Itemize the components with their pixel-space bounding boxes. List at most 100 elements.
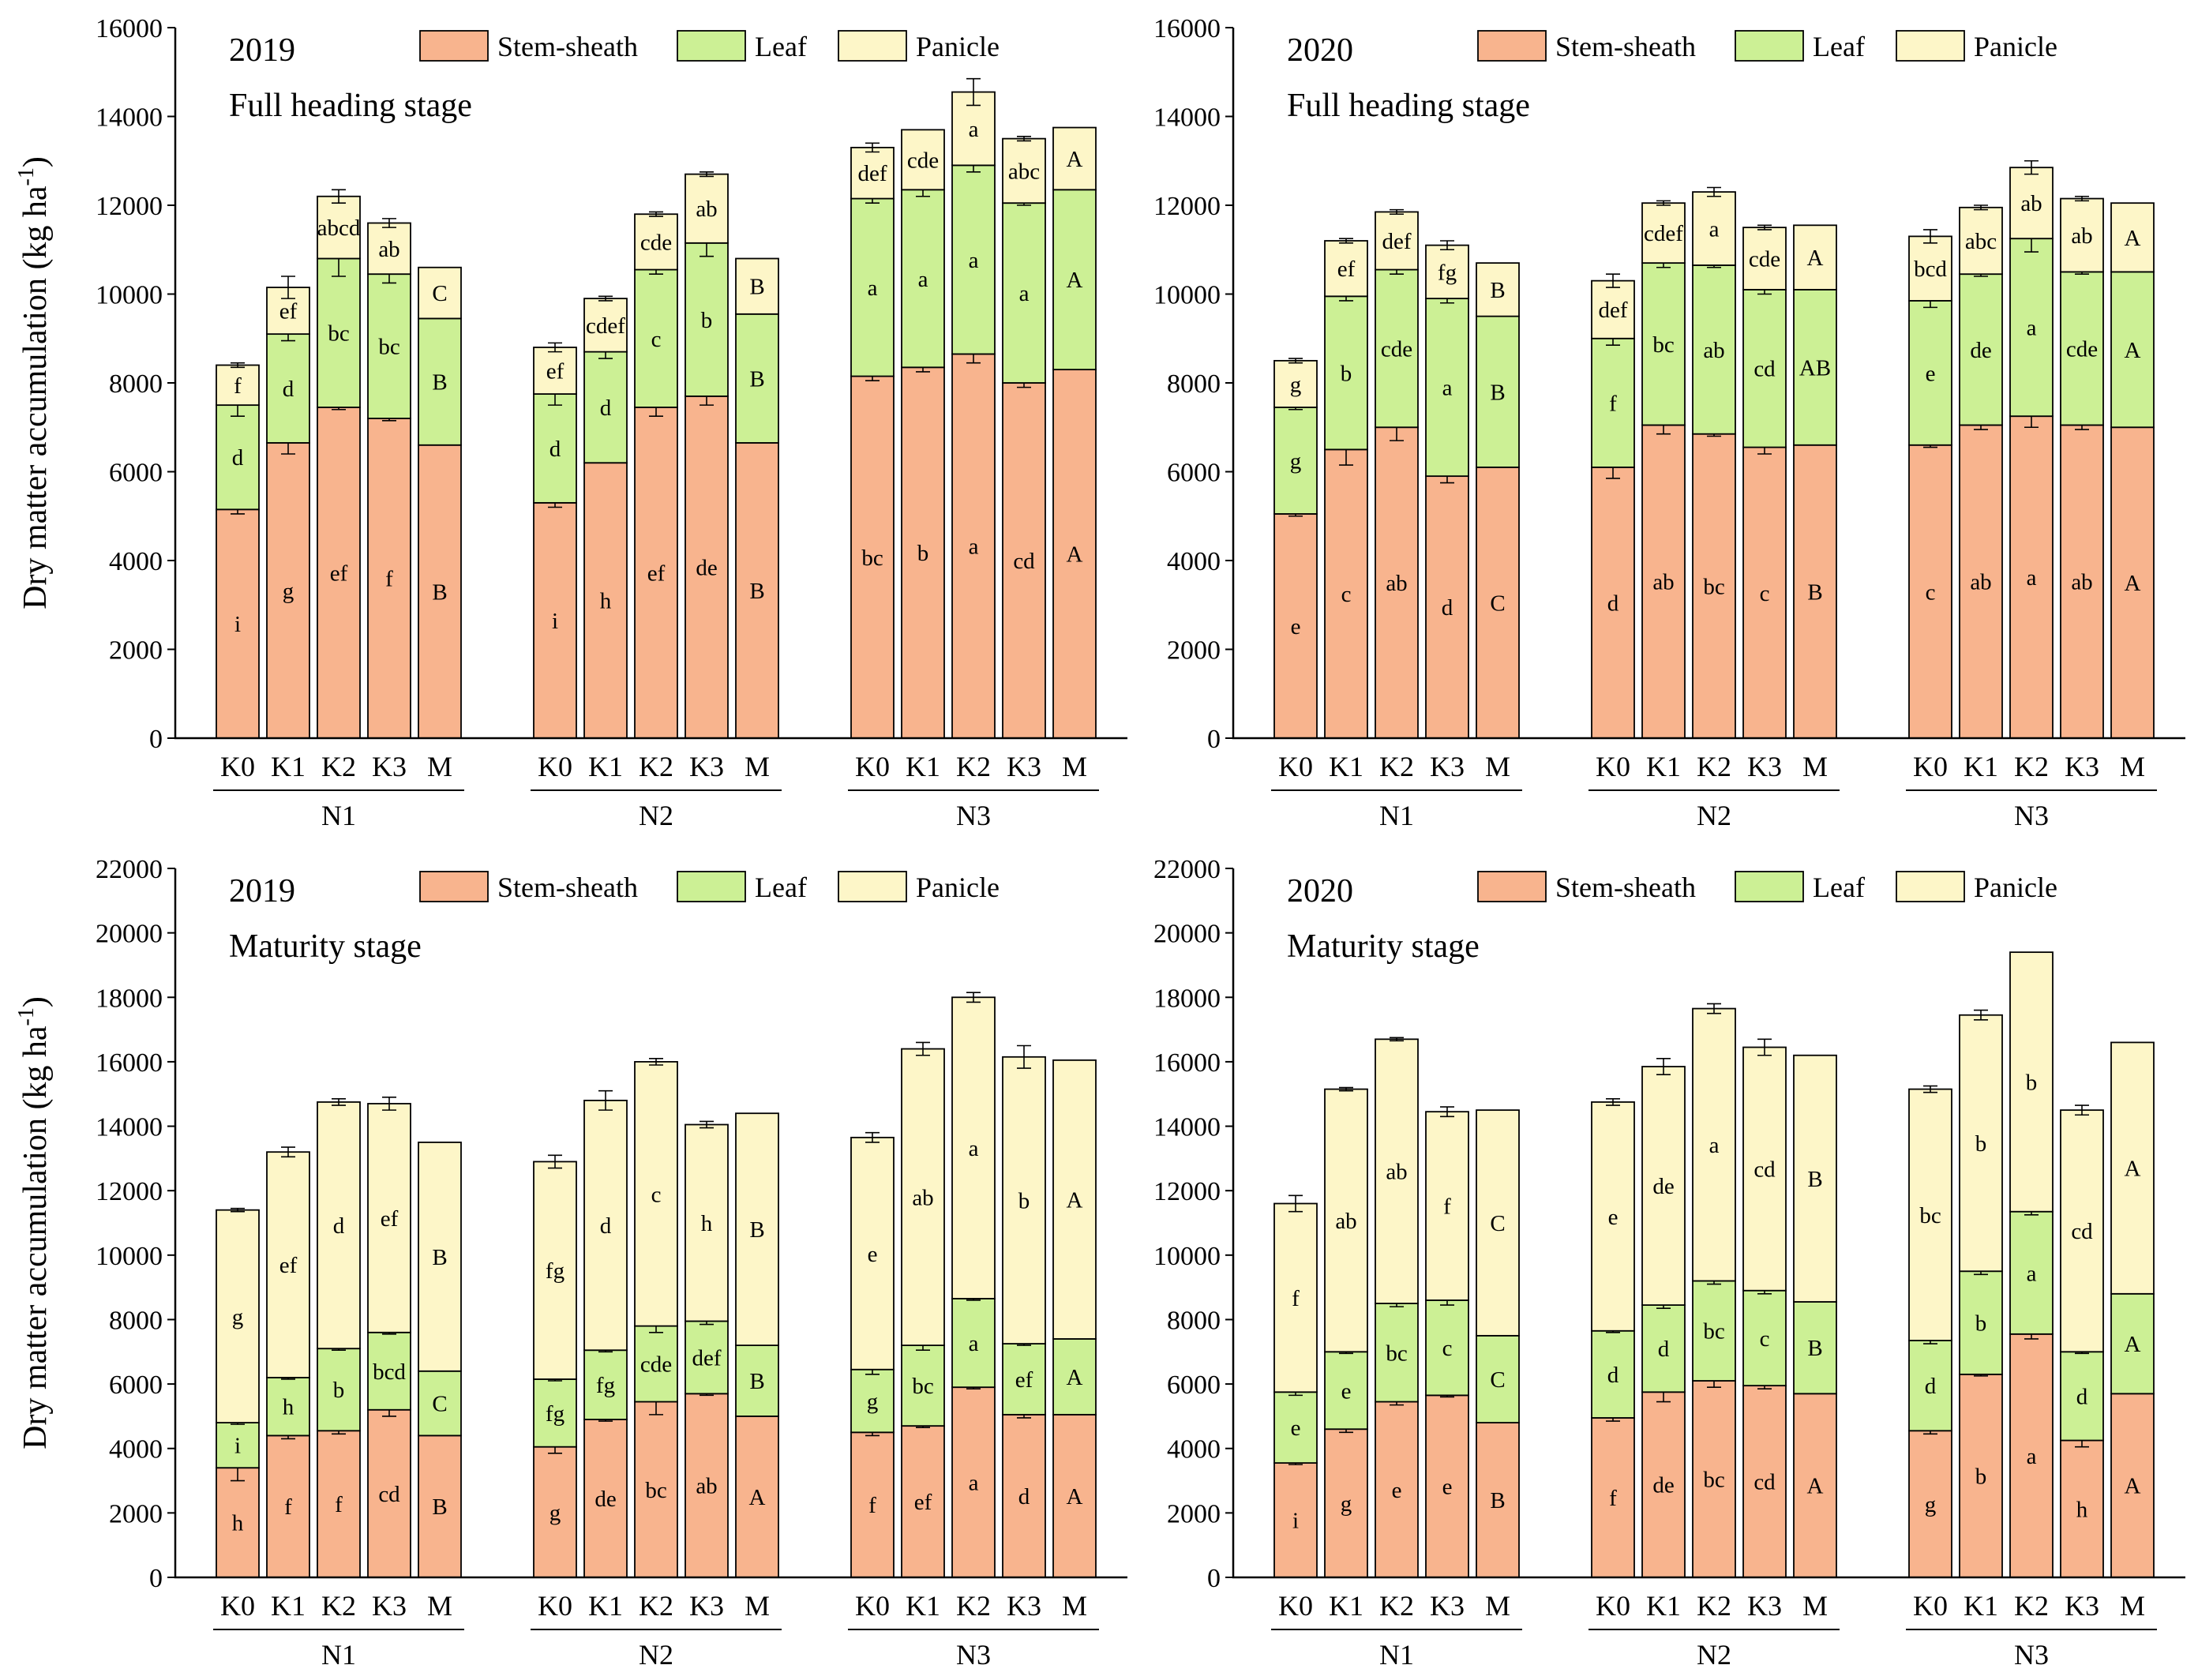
significance-label: a (969, 1136, 979, 1161)
group-label: N3 (2014, 800, 2049, 831)
significance-label: ab (2020, 191, 2042, 216)
significance-label: cd (1754, 1470, 1776, 1495)
year-label: 2020 (1287, 873, 1353, 909)
x-tick-label: K2 (956, 1590, 991, 1622)
significance-label: f (1609, 391, 1617, 416)
x-tick-label: K2 (956, 751, 991, 782)
x-tick-label: M (745, 1590, 770, 1622)
group-label: N3 (956, 800, 991, 831)
bar-panicle-n3-m (1052, 1059, 1097, 1340)
significance-label: cde (1749, 247, 1780, 272)
bar-leaf-n2-k3 (685, 1320, 729, 1395)
legend-swatch-panicle (838, 871, 907, 902)
significance-label: B (432, 1245, 447, 1270)
year-label: 2019 (229, 32, 295, 69)
y-tick-label: 12000 (1153, 1177, 1221, 1206)
bar-panicle-n3-m (1052, 126, 1097, 191)
bar-stem-sheath-n3-k0 (1908, 1430, 1952, 1578)
bar-leaf-n3-k3 (1002, 202, 1046, 384)
x-tick-label: K1 (1329, 1590, 1363, 1622)
y-tick-label: 22000 (1153, 855, 1221, 884)
significance-label: bc (1919, 1203, 1941, 1228)
bar-leaf-n1-k2 (317, 1348, 361, 1432)
bar-leaf-n3-k0 (850, 197, 895, 377)
significance-label: B (749, 1369, 764, 1394)
bar-leaf-n3-m (1052, 189, 1097, 371)
significance-label: a (868, 276, 878, 301)
significance-label: ab (912, 1185, 933, 1210)
significance-label: g (1290, 448, 1302, 474)
legend-swatch-stem-sheath (419, 30, 489, 62)
x-tick-label: K0 (220, 1590, 255, 1622)
bar-leaf-n1-k3 (1425, 1299, 1469, 1397)
legend-swatch-leaf (677, 871, 746, 902)
bar-panicle-n3-k1 (901, 129, 945, 191)
group-label: N3 (2014, 1639, 2049, 1671)
significance-label: b (1975, 1464, 1987, 1489)
significance-label: A (2125, 1332, 2141, 1357)
bar-panicle-n2-k1 (1641, 1066, 1686, 1306)
x-tick-label: K3 (689, 1590, 724, 1622)
x-tick-label: K1 (271, 1590, 306, 1622)
significance-label: h (232, 1511, 244, 1536)
x-tick-label: K3 (1747, 1590, 1782, 1622)
bar-leaf-n1-k3 (1425, 298, 1469, 478)
significance-label: h (2076, 1497, 2088, 1522)
y-tick-label: 14000 (1153, 103, 1221, 133)
x-tick-label: K2 (639, 751, 673, 782)
bar-stem-sheath-n2-k0 (1591, 466, 1635, 739)
bar-leaf-n2-m (1793, 1301, 1837, 1395)
x-tick-label: K3 (1747, 751, 1782, 782)
bar-panicle-n1-k2 (1375, 1038, 1419, 1304)
significance-label: bc (1703, 574, 1724, 599)
y-tick-label: 0 (1207, 725, 1221, 754)
x-tick-label: K3 (1430, 751, 1465, 782)
significance-label: fg (546, 1258, 565, 1284)
group-label: N1 (321, 1639, 356, 1671)
significance-label: ef (914, 1490, 932, 1515)
x-tick-label: K1 (906, 1590, 940, 1622)
bar-leaf-n1-k0 (1273, 1391, 1318, 1464)
legend-swatch-panicle (838, 30, 907, 62)
y-tick-label: 22000 (96, 855, 163, 884)
y-tick-label: 20000 (1153, 920, 1221, 949)
significance-label: ab (1970, 570, 1991, 595)
bar-panicle-n2-k3 (1742, 1046, 1787, 1292)
significance-label: A (1067, 1484, 1083, 1509)
significance-label: B (1490, 380, 1505, 405)
bar-leaf-n1-m (1476, 1334, 1520, 1423)
group-label: N1 (321, 800, 356, 831)
significance-label: A (2125, 338, 2141, 363)
bar-stem-sheath-n2-m (1793, 444, 1837, 739)
bar-panicle-n3-k3 (1002, 1056, 1046, 1344)
x-tick-label: K0 (1913, 1590, 1948, 1622)
bar-leaf-n1-k0 (1273, 407, 1318, 515)
y-tick-label: 14000 (96, 103, 163, 133)
bar-leaf-n2-k2 (634, 1325, 678, 1403)
legend-label: Leaf (1813, 872, 1865, 903)
bar-panicle-n3-k3 (2060, 1109, 2104, 1353)
x-tick-label: M (745, 751, 770, 782)
bar-leaf-n1-k1 (266, 1377, 310, 1437)
bar-panicle-n3-k1 (901, 1048, 945, 1347)
bar-stem-sheath-n1-k3 (1425, 475, 1469, 739)
x-tick-label: K0 (1596, 751, 1630, 782)
bar-stem-sheath-n3-k1 (1959, 424, 2003, 739)
significance-label: cde (2066, 336, 2098, 362)
significance-label: d (333, 1213, 345, 1239)
legend-swatch-stem-sheath (419, 871, 489, 902)
bar-panicle-n1-m (418, 1142, 462, 1372)
bar-panicle-n3-m (2110, 1041, 2155, 1295)
x-tick-label: K1 (1646, 1590, 1681, 1622)
bar-stem-sheath-n2-k3 (1742, 446, 1787, 739)
y-tick-label: 8000 (109, 369, 163, 399)
significance-label: f (1443, 1194, 1451, 1220)
y-tick-label: 10000 (1153, 281, 1221, 310)
significance-label: C (432, 281, 447, 306)
bar-stem-sheath-n2-k1 (1641, 1391, 1686, 1578)
y-axis-title: Dry matter accumulation (kg ha-1) (14, 996, 54, 1449)
stage-label: Maturity stage (1287, 928, 1480, 965)
legend-label: Leaf (1813, 31, 1865, 62)
x-tick-label: K2 (1697, 1590, 1731, 1622)
significance-label: cd (1754, 357, 1776, 382)
